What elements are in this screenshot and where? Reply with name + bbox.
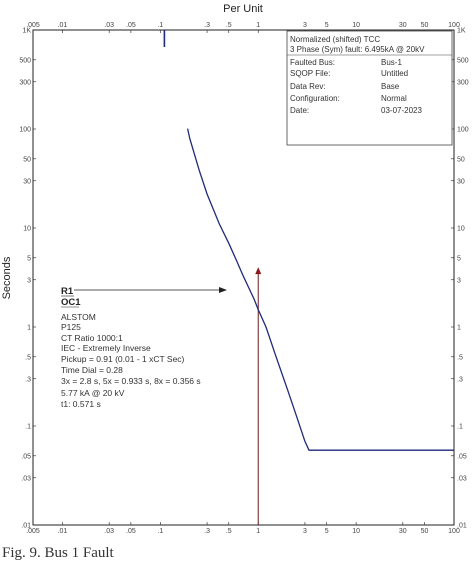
- x-tick-label-bottom: .1: [157, 528, 163, 535]
- y-tick-label-left: 30: [23, 178, 31, 185]
- y-tick-label-left: 100: [19, 127, 31, 134]
- relay-line: P125: [61, 322, 81, 332]
- x-tick-label-bottom: 30: [399, 528, 407, 535]
- x-tick-label-top: .005: [26, 22, 40, 29]
- x-tick-label-bottom: .01: [58, 528, 68, 535]
- y-tick-label-left: 5: [27, 255, 31, 262]
- y-tick-label-left: .05: [21, 453, 31, 460]
- x-tick-label-bottom: 5: [325, 528, 329, 535]
- x-tick-label-top: .5: [226, 22, 232, 29]
- relay-line: ALSTOM: [61, 312, 96, 322]
- info-row-value: Untitled: [381, 69, 408, 78]
- x-tick-label-bottom: .05: [126, 528, 136, 535]
- info-box-fault: 3 Phase (Sym) fault: 6.495kA @ 20kV: [290, 45, 425, 54]
- info-box-title: Normalized (shifted) TCC: [290, 35, 380, 44]
- y-tick-label-right: .5: [457, 354, 463, 361]
- x-tick-label-top: 30: [399, 22, 407, 29]
- relay-line: CT Ratio 1000:1: [61, 333, 123, 343]
- info-box: Normalized (shifted) TCC 3 Phase (Sym) f…: [286, 30, 453, 146]
- x-tick-label-top: .01: [58, 22, 68, 29]
- relay-annotation: R1 OC1 ALSTOM P125 CT Ratio 1000:1 IEC -…: [61, 286, 227, 409]
- y-tick-label-right: .01: [457, 523, 467, 530]
- y-tick-label-right: 1: [457, 325, 461, 332]
- relay-line: 3x = 2.8 s, 5x = 0.933 s, 8x = 0.356 s: [61, 376, 201, 386]
- x-tick-label-bottom: 100: [448, 528, 460, 535]
- x-tick-label-bottom: .005: [26, 528, 40, 535]
- chart-title: Per Unit: [223, 3, 263, 15]
- info-row-value: 03-07-2023: [381, 106, 422, 115]
- x-tick-label-bottom: .03: [104, 528, 114, 535]
- y-tick-label-right: 1K: [457, 28, 466, 35]
- y-tick-label-left: 300: [19, 79, 31, 86]
- y-tick-label-left: 10: [23, 226, 31, 233]
- y-tick-label-right: .1: [457, 424, 463, 431]
- fault-current-arrowhead: [255, 267, 262, 275]
- figure-caption: Fig. 9. Bus 1 Fault: [2, 545, 114, 561]
- info-row-label: Configuration:: [290, 94, 340, 103]
- x-tick-label-top: 5: [325, 22, 329, 29]
- y-tick-label-left: .5: [25, 354, 31, 361]
- y-tick-label-right: 50: [457, 156, 465, 163]
- x-tick-label-top: .03: [104, 22, 114, 29]
- y-tick-label-right: 10: [457, 226, 465, 233]
- info-row-value: Bus-1: [381, 58, 402, 67]
- y-tick-label-left: .03: [21, 475, 31, 482]
- x-tick-label-top: 3: [303, 22, 307, 29]
- x-tick-label-bottom: 3: [303, 528, 307, 535]
- x-tick-label-top: 1: [256, 22, 260, 29]
- relay-pointer-arrowhead: [219, 287, 227, 293]
- series-layer: [163, 30, 454, 525]
- x-tick-label-bottom: 1: [256, 528, 260, 535]
- info-row-label: Date:: [290, 106, 309, 115]
- info-row-label: Data Rev:: [290, 82, 326, 91]
- axis-ticks: .005.01.03.05.1.3.5 1 3 5 10 30 50 100.005.01.0…: [19, 22, 468, 535]
- y-tick-label-left: .1: [25, 424, 31, 431]
- x-tick-label-top: .1: [157, 22, 163, 29]
- y-tick-label-right: 3: [457, 277, 461, 284]
- info-box-frame: [286, 30, 453, 146]
- y-tick-label-left: 3: [27, 277, 31, 284]
- series-line-R1: [186, 128, 454, 451]
- x-tick-label-top: 100: [448, 22, 460, 29]
- relay-line: 5.77 kA @ 20 kV: [61, 388, 125, 398]
- y-tick-label-left: 50: [23, 156, 31, 163]
- y-tick-label-right: .3: [457, 376, 463, 383]
- y-tick-label-left: 1K: [22, 28, 31, 35]
- x-tick-label-bottom: 10: [352, 528, 360, 535]
- x-tick-label-top: 50: [421, 22, 429, 29]
- y-tick-label-left: 500: [19, 57, 31, 64]
- x-tick-label-bottom: .5: [226, 528, 232, 535]
- y-tick-label-left: .01: [21, 523, 31, 530]
- relay-element: OC1: [61, 297, 81, 308]
- plot-frame: [32, 29, 455, 526]
- y-axis-label: Seconds: [1, 256, 13, 299]
- x-tick-label-top: 10: [352, 22, 360, 29]
- x-tick-label-top: .05: [126, 22, 136, 29]
- y-tick-label-right: 30: [457, 178, 465, 185]
- relay-id: R1: [61, 286, 74, 297]
- info-row-label: SQOP File:: [290, 69, 330, 78]
- relay-line: Pickup = 0.91 (0.01 - 1 xCT Sec): [61, 354, 185, 364]
- tcc-chart: Per Unit Seconds .005.01.03.05.1.3.5 1 3 5 1…: [1, 3, 469, 535]
- relay-line: IEC - Extremely Inverse: [61, 343, 151, 353]
- y-tick-label-right: 100: [457, 127, 469, 134]
- y-tick-label-right: .03: [457, 475, 467, 482]
- x-tick-label-bottom: 50: [421, 528, 429, 535]
- x-tick-label-top: .3: [204, 22, 210, 29]
- y-tick-label-right: 300: [457, 79, 469, 86]
- y-tick-label-right: 5: [457, 255, 461, 262]
- relay-line: Time Dial = 0.28: [61, 365, 123, 375]
- info-row-value: Normal: [381, 94, 407, 103]
- info-row-value: Base: [381, 82, 400, 91]
- relay-line: t1: 0.571 s: [61, 399, 101, 409]
- y-tick-label-right: .05: [457, 453, 467, 460]
- y-tick-label-right: 500: [457, 57, 469, 64]
- y-tick-label-left: .3: [25, 376, 31, 383]
- x-tick-label-bottom: .3: [204, 528, 210, 535]
- y-tick-label-left: 1: [27, 325, 31, 332]
- info-row-label: Faulted Bus:: [290, 58, 335, 67]
